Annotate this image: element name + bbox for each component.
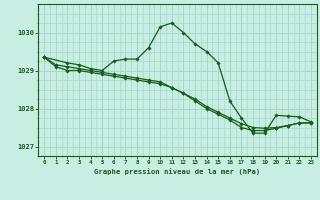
X-axis label: Graphe pression niveau de la mer (hPa): Graphe pression niveau de la mer (hPa) — [94, 168, 261, 175]
